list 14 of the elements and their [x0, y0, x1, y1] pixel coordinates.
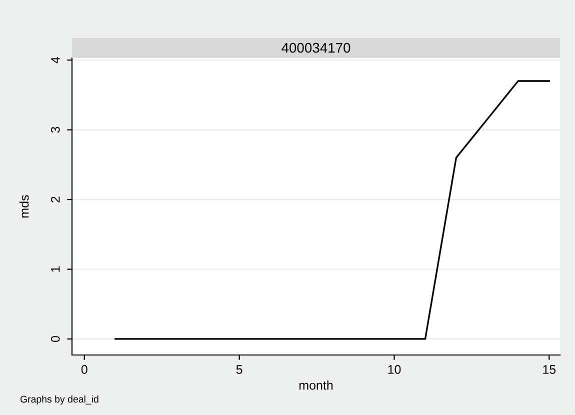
x-tick-label: 0	[81, 365, 88, 374]
x-axis-title: month	[299, 380, 333, 390]
line-series	[114, 80, 550, 340]
text: Graphs by deal_id	[20, 395, 98, 405]
y-tick-label: 4	[51, 56, 60, 64]
x-tick-label: 10	[388, 365, 401, 374]
y-tick-label: 1	[51, 266, 60, 272]
x-tick-label: 5	[236, 365, 242, 374]
chart-title: 400034170	[282, 42, 350, 53]
y-tick-label: 0	[50, 336, 60, 342]
x-tick-label: 15	[543, 365, 556, 374]
y-axis-title: mds	[20, 195, 29, 218]
y-tick-label: 2	[50, 196, 60, 202]
y-tick-label: 3	[50, 126, 60, 133]
